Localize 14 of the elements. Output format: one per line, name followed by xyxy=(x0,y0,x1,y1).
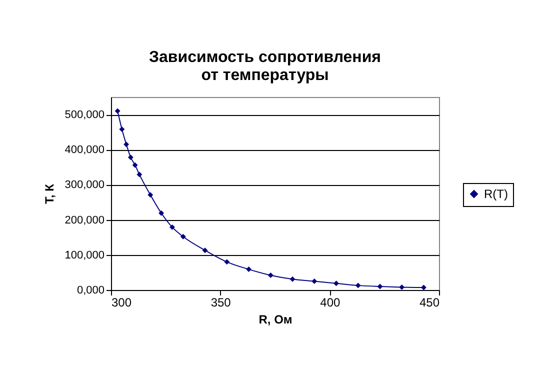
x-axis-title: R, Ом xyxy=(258,312,292,326)
chart-title: Зависимость сопротивления от температуры xyxy=(149,49,381,84)
x-tick-label: 400 xyxy=(320,296,340,310)
y-tick-label: 400,000 xyxy=(64,144,104,156)
x-tick-label: 450 xyxy=(419,296,440,310)
y-tick-label: 200,000 xyxy=(64,214,104,226)
y-axis-title: T, К xyxy=(42,183,57,204)
x-tick-label: 350 xyxy=(210,296,232,310)
y-tick-label: 100,000 xyxy=(64,249,104,262)
y-tick-label: 500,000 xyxy=(64,109,104,122)
y-tick-label: 300,000 xyxy=(64,179,104,192)
x-tick-label: 300 xyxy=(112,296,132,310)
legend-label: R(T) xyxy=(484,187,508,201)
y-tick-label: 0,000 xyxy=(76,284,104,296)
